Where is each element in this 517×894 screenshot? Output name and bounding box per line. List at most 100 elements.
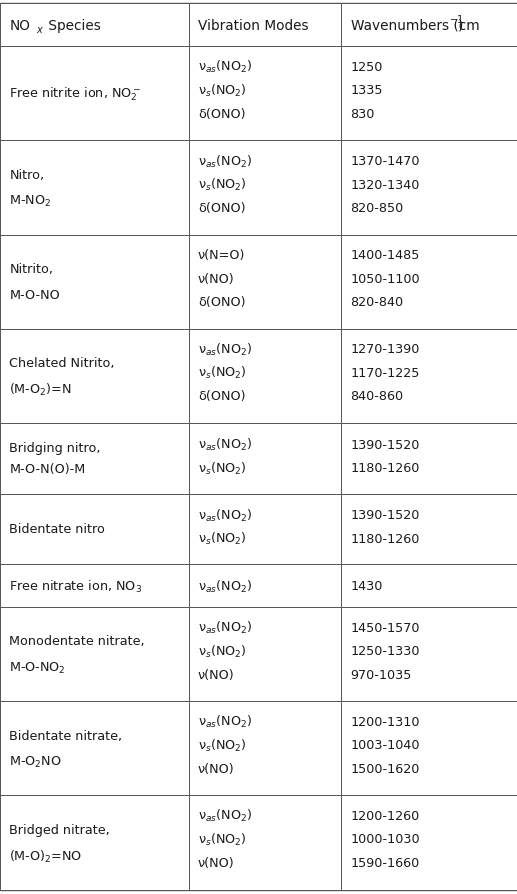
Text: Free nitrite ion, NO$_2^-$: Free nitrite ion, NO$_2^-$ bbox=[9, 86, 142, 103]
Text: δ(ONO): δ(ONO) bbox=[198, 390, 246, 403]
Bar bbox=[189, 329, 341, 424]
Text: x: x bbox=[37, 25, 42, 35]
Text: Nitro,: Nitro, bbox=[9, 169, 44, 181]
Text: ν$_{as}$(NO$_2$): ν$_{as}$(NO$_2$) bbox=[198, 59, 252, 75]
Bar bbox=[341, 796, 517, 890]
Text: −1: −1 bbox=[450, 14, 464, 24]
Bar bbox=[0, 141, 189, 235]
Bar bbox=[341, 702, 517, 796]
Text: ν$_s$(NO$_2$): ν$_s$(NO$_2$) bbox=[198, 365, 247, 381]
Text: 1390-1520: 1390-1520 bbox=[351, 438, 420, 451]
Text: Free nitrate ion, NO$_3$: Free nitrate ion, NO$_3$ bbox=[9, 578, 142, 594]
Text: Nitrito,: Nitrito, bbox=[9, 263, 53, 275]
Text: M-O-N(O)-M: M-O-N(O)-M bbox=[9, 463, 85, 476]
Text: Wavenumbers (cm: Wavenumbers (cm bbox=[351, 19, 479, 33]
Text: ν$_s$(NO$_2$): ν$_s$(NO$_2$) bbox=[198, 737, 247, 753]
Text: ν$_{as}$(NO$_2$): ν$_{as}$(NO$_2$) bbox=[198, 153, 252, 169]
Text: Chelated Nitrito,: Chelated Nitrito, bbox=[9, 357, 115, 370]
Text: ν$_{as}$(NO$_2$): ν$_{as}$(NO$_2$) bbox=[198, 713, 252, 730]
Bar bbox=[0, 4, 189, 47]
Text: (M-O)$_2$=NO: (M-O)$_2$=NO bbox=[9, 848, 83, 864]
Bar bbox=[0, 235, 189, 329]
Bar bbox=[0, 565, 189, 607]
Text: 1180-1260: 1180-1260 bbox=[351, 532, 420, 545]
Text: NO: NO bbox=[9, 19, 30, 33]
Text: 1450-1570: 1450-1570 bbox=[351, 620, 420, 634]
Bar bbox=[0, 424, 189, 494]
Bar bbox=[189, 494, 341, 565]
Bar bbox=[341, 4, 517, 47]
Bar bbox=[341, 565, 517, 607]
Text: ν$_s$(NO$_2$): ν$_s$(NO$_2$) bbox=[198, 82, 247, 98]
Text: 1270-1390: 1270-1390 bbox=[351, 343, 420, 356]
Bar bbox=[189, 607, 341, 702]
Bar bbox=[189, 4, 341, 47]
Text: Vibration Modes: Vibration Modes bbox=[198, 19, 309, 33]
Text: 1000-1030: 1000-1030 bbox=[351, 832, 420, 846]
Text: ν(NO): ν(NO) bbox=[198, 273, 235, 285]
Bar bbox=[189, 235, 341, 329]
Text: 1335: 1335 bbox=[351, 84, 383, 97]
Text: δ(ONO): δ(ONO) bbox=[198, 202, 246, 215]
Text: ν(N=O): ν(N=O) bbox=[198, 249, 246, 262]
Text: ν(NO): ν(NO) bbox=[198, 856, 235, 869]
Bar bbox=[341, 424, 517, 494]
Text: δ(ONO): δ(ONO) bbox=[198, 108, 246, 121]
Bar bbox=[189, 141, 341, 235]
Text: 1050-1100: 1050-1100 bbox=[351, 273, 420, 285]
Bar bbox=[0, 796, 189, 890]
Text: ν$_s$(NO$_2$): ν$_s$(NO$_2$) bbox=[198, 460, 247, 477]
Bar bbox=[341, 235, 517, 329]
Text: ν$_{as}$(NO$_2$): ν$_{as}$(NO$_2$) bbox=[198, 436, 252, 452]
Text: M-O-NO: M-O-NO bbox=[9, 289, 60, 302]
Text: Species: Species bbox=[44, 19, 101, 33]
Text: Bridged nitrate,: Bridged nitrate, bbox=[9, 822, 110, 836]
Bar bbox=[0, 494, 189, 565]
Text: M-O$_2$NO: M-O$_2$NO bbox=[9, 754, 62, 769]
Text: 1400-1485: 1400-1485 bbox=[351, 249, 420, 262]
Text: (M-O$_2$)=N: (M-O$_2$)=N bbox=[9, 382, 72, 398]
Text: Bridging nitro,: Bridging nitro, bbox=[9, 442, 101, 455]
Bar bbox=[0, 702, 189, 796]
Text: Bidentate nitro: Bidentate nitro bbox=[9, 523, 105, 536]
Text: 1003-1040: 1003-1040 bbox=[351, 738, 420, 751]
Text: 830: 830 bbox=[351, 108, 375, 121]
Text: 1430: 1430 bbox=[351, 579, 383, 593]
Bar bbox=[189, 47, 341, 141]
Text: 840-860: 840-860 bbox=[351, 390, 404, 403]
Text: ν$_{as}$(NO$_2$): ν$_{as}$(NO$_2$) bbox=[198, 507, 252, 523]
Bar bbox=[189, 565, 341, 607]
Text: δ(ONO): δ(ONO) bbox=[198, 296, 246, 308]
Bar bbox=[189, 796, 341, 890]
Bar bbox=[341, 607, 517, 702]
Text: ν$_{as}$(NO$_2$): ν$_{as}$(NO$_2$) bbox=[198, 620, 252, 636]
Text: 1250: 1250 bbox=[351, 61, 383, 73]
Bar bbox=[341, 141, 517, 235]
Text: 1170-1225: 1170-1225 bbox=[351, 367, 420, 379]
Text: ν$_s$(NO$_2$): ν$_s$(NO$_2$) bbox=[198, 531, 247, 547]
Text: ν$_{as}$(NO$_2$): ν$_{as}$(NO$_2$) bbox=[198, 342, 252, 358]
Bar bbox=[0, 329, 189, 424]
Text: 820-850: 820-850 bbox=[351, 202, 404, 215]
Text: M-NO$_2$: M-NO$_2$ bbox=[9, 194, 51, 209]
Text: 970-1035: 970-1035 bbox=[351, 668, 412, 681]
Bar bbox=[189, 702, 341, 796]
Text: 1320-1340: 1320-1340 bbox=[351, 178, 420, 191]
Bar bbox=[189, 424, 341, 494]
Bar bbox=[341, 494, 517, 565]
Text: 1180-1260: 1180-1260 bbox=[351, 461, 420, 475]
Text: ν(NO): ν(NO) bbox=[198, 762, 235, 775]
Text: 1500-1620: 1500-1620 bbox=[351, 762, 420, 775]
Text: ν(NO): ν(NO) bbox=[198, 668, 235, 681]
Text: Bidentate nitrate,: Bidentate nitrate, bbox=[9, 729, 123, 742]
Bar bbox=[0, 607, 189, 702]
Text: ν$_s$(NO$_2$): ν$_s$(NO$_2$) bbox=[198, 643, 247, 659]
Text: 1200-1260: 1200-1260 bbox=[351, 809, 420, 822]
Text: M-O-NO$_2$: M-O-NO$_2$ bbox=[9, 660, 66, 675]
Text: 1590-1660: 1590-1660 bbox=[351, 856, 420, 869]
Text: 1390-1520: 1390-1520 bbox=[351, 509, 420, 522]
Text: 1370-1470: 1370-1470 bbox=[351, 155, 420, 168]
Text: ν$_s$(NO$_2$): ν$_s$(NO$_2$) bbox=[198, 831, 247, 847]
Text: 1250-1330: 1250-1330 bbox=[351, 645, 420, 657]
Text: ): ) bbox=[458, 19, 463, 33]
